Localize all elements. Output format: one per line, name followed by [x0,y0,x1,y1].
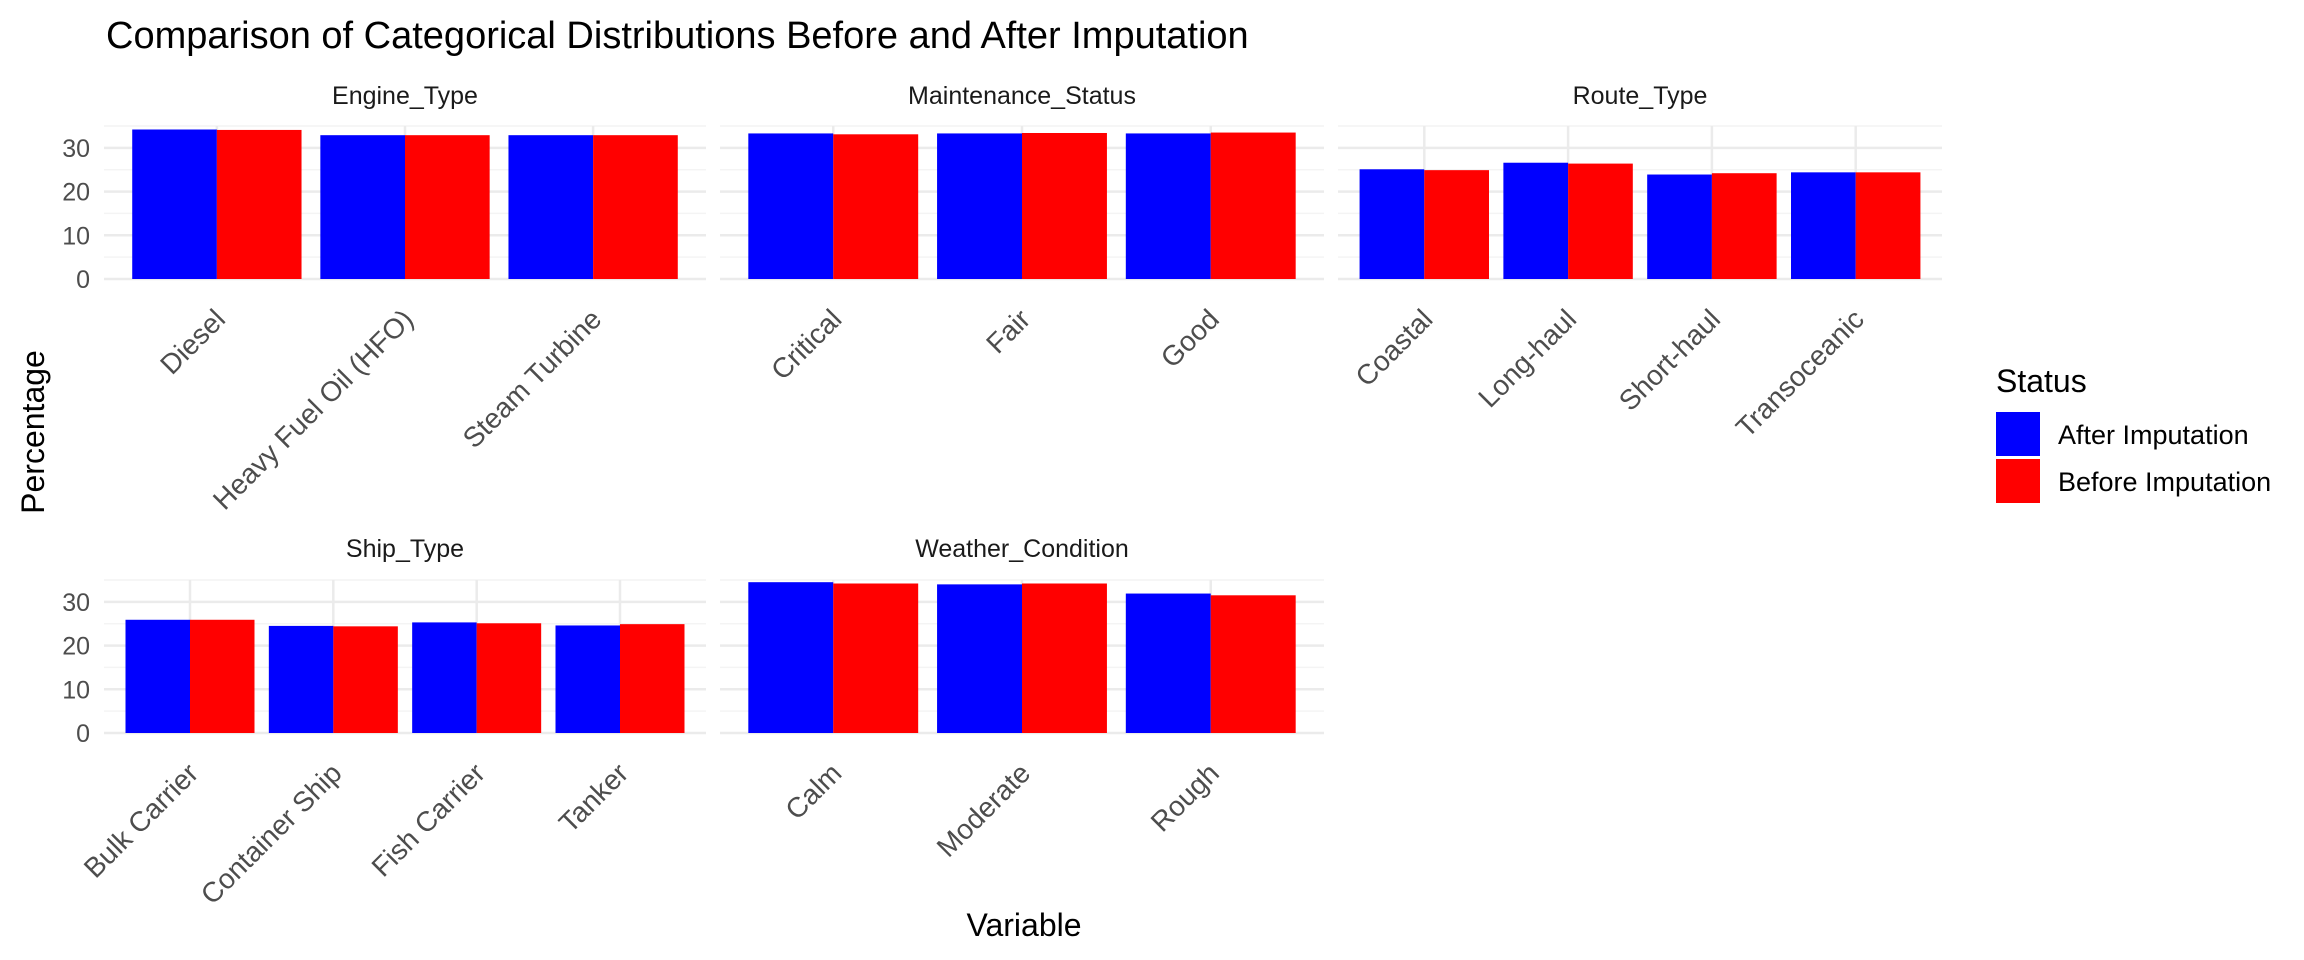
x-tick-label: Calm [779,757,847,825]
x-tick-label: Heavy Fuel Oil (HFO) [207,303,419,515]
x-tick-label: Good [1155,303,1225,373]
bar-Engine_Type-Heavy Fuel Oil (HFO)-before [405,135,490,279]
bar-Ship_Type-Tanker-after [555,625,620,733]
chart-title: Comparison of Categorical Distributions … [106,15,1249,57]
x-axis-title: Variable [966,907,1081,943]
bar-Route_Type-Long-haul-after [1503,162,1569,279]
x-tick-label: Fair [980,303,1036,359]
facet-strip-label: Weather_Condition [915,535,1129,563]
bar-Weather_Condition-Moderate-before [1022,583,1107,733]
legend-key-after [1996,412,2040,456]
bar-Ship_Type-Bulk Carrier-after [125,619,190,733]
y-tick-label: 30 [62,135,90,163]
bar-Route_Type-Short-haul-after [1647,174,1712,279]
bar-Maintenance_Status-Good-before [1210,132,1296,279]
bar-Ship_Type-Bulk Carrier-before [190,619,255,733]
x-tick-label: Steam Turbine [457,303,608,454]
bar-Engine_Type-Steam Turbine-before [593,135,678,279]
bar-Engine_Type-Heavy Fuel Oil (HFO)-after [320,135,405,279]
bar-Maintenance_Status-Fair-after [937,133,1022,279]
bar-Weather_Condition-Calm-before [833,583,919,733]
bar-Maintenance_Status-Good-after [1125,133,1211,279]
x-tick-label: Long-haul [1472,303,1582,413]
bar-Engine_Type-Diesel-before [216,129,302,279]
bar-Engine_Type-Steam Turbine-after [508,135,594,279]
legend-key-before [1996,459,2040,503]
legend-title: Status [1996,363,2087,399]
x-tick-label: Moderate [931,757,1037,863]
legend-label: After Imputation [2058,420,2249,450]
facet-Weather_Condition: Calm Moderate Rough Weather_Condition [720,535,1324,863]
bar-Weather_Condition-Rough-before [1210,595,1296,733]
x-tick-label: Tanker [553,757,634,838]
facet-strip-label: Route_Type [1573,82,1708,110]
facet-strip-label: Maintenance_Status [908,82,1136,110]
legend: Status After Imputation Before Imputation [1996,363,2271,503]
x-tick-label: Fish Carrier [366,757,491,882]
bar-Maintenance_Status-Critical-before [833,134,919,279]
bar-Weather_Condition-Rough-after [1125,593,1211,733]
bar-Ship_Type-Container Ship-before [333,626,398,733]
y-tick-label: 30 [62,589,90,617]
bar-Ship_Type-Container Ship-after [268,625,334,733]
x-tick-label: Rough [1145,757,1225,837]
y-tick-label: 20 [62,179,90,207]
y-tick-label: 10 [62,676,90,704]
legend-label: Before Imputation [2058,467,2271,497]
x-tick-label: Transoceanic [1730,303,1870,443]
bar-Route_Type-Long-haul-before [1568,163,1633,279]
y-axis-title: Percentage [15,350,51,514]
bar-Route_Type-Short-haul-before [1711,173,1777,279]
bar-Route_Type-Coastal-before [1424,170,1489,279]
bar-Maintenance_Status-Critical-after [748,133,834,279]
bar-Maintenance_Status-Fair-before [1022,132,1107,279]
bar-Route_Type-Transoceanic-after [1791,172,1856,279]
x-tick-label: Container Ship [195,757,348,910]
y-tick-label: 0 [76,720,90,748]
facet-Route_Type: Coastal Long-haul Short-haul Transoceanic Ro… [1338,82,1942,443]
y-tick-label: 0 [76,266,90,294]
facet-strip-label: Engine_Type [332,82,478,110]
facet-strip-label: Ship_Type [346,535,464,563]
x-tick-label: Critical [765,303,847,385]
x-tick-label: Short-haul [1613,303,1726,416]
x-tick-label: Bulk Carrier [78,757,204,883]
bar-Ship_Type-Fish Carrier-before [476,623,542,733]
bar-Route_Type-Transoceanic-before [1855,172,1921,279]
y-tick-label: 10 [62,222,90,250]
bar-Weather_Condition-Moderate-after [937,584,1022,733]
bar-Engine_Type-Diesel-after [132,129,217,279]
bar-Weather_Condition-Calm-after [748,582,834,733]
facet-Maintenance_Status: Critical Fair Good Maintenance_Status [720,82,1324,386]
bar-Route_Type-Coastal-after [1359,169,1425,279]
bar-Ship_Type-Fish Carrier-after [412,622,477,733]
bar-Ship_Type-Tanker-before [620,624,685,733]
y-tick-label: 20 [62,633,90,661]
x-tick-label: Diesel [154,303,231,380]
x-tick-label: Coastal [1349,303,1438,392]
